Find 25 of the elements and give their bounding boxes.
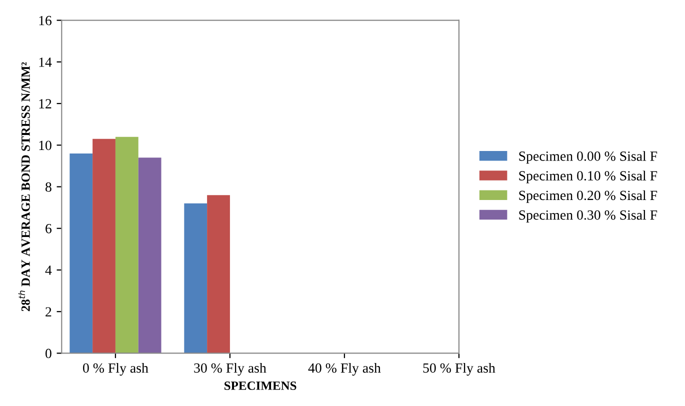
legend-label: Specimen 0.20 % Sisal F — [519, 190, 658, 203]
y-tick-label: 10 — [39, 140, 52, 150]
x-tick-label: 40 % Fly ash — [308, 362, 381, 376]
y-axis-title: 28$^{th}$ DAY AVERAGE BOND STRESS N/MM² — [18, 62, 30, 312]
legend-label: Specimen 0.30 % Sisal F — [519, 210, 658, 223]
x-axis-title: SPECIMENS — [224, 382, 296, 390]
y-tick-label: 2 — [46, 307, 52, 316]
x-tick-label: 50 % Fly ash — [423, 362, 496, 376]
y-tick-label: 8 — [46, 182, 52, 192]
bar — [115, 136, 138, 354]
bar — [184, 203, 208, 354]
legend-label: Specimen 0.00 % Sisal F — [519, 151, 658, 164]
bar — [70, 153, 93, 354]
bar — [92, 138, 116, 354]
y-tick-label: 16 — [39, 16, 52, 26]
y-tick-label: 0 — [46, 348, 52, 358]
y-tick-label: 12 — [39, 99, 52, 108]
x-tick-label: 0 % Fly ash — [83, 362, 148, 376]
y-tick-label: 14 — [39, 58, 52, 67]
y-tick-label: 4 — [45, 266, 52, 275]
bar — [207, 195, 230, 354]
x-tick-label: 30 % Fly ash — [194, 362, 266, 376]
bar — [138, 158, 162, 354]
y-tick-label: 6 — [46, 224, 52, 234]
legend-label: Specimen 0.10 % Sisal F — [519, 170, 658, 184]
